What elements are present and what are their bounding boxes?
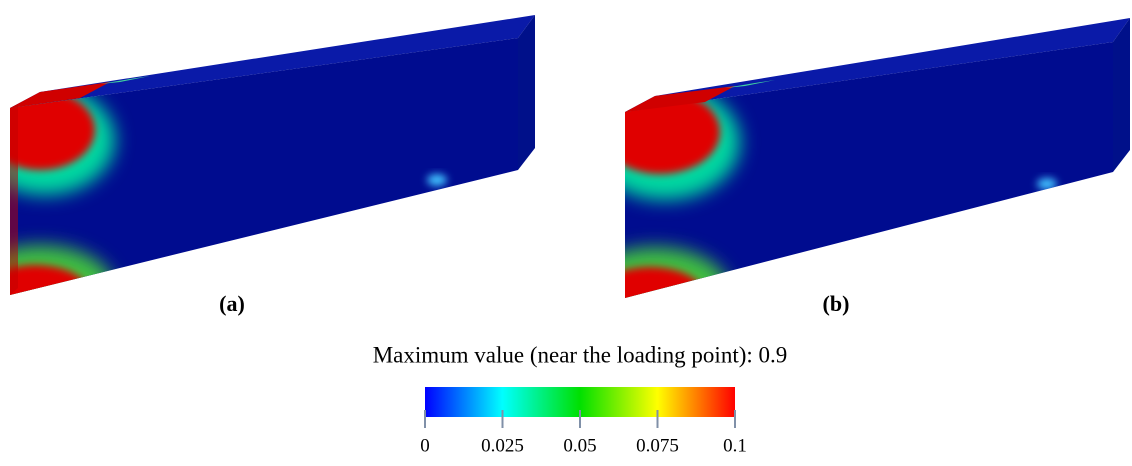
tick-label: 0.025 [481,435,524,456]
panel-label: (b) [823,291,850,316]
panel-label: (a) [219,291,245,316]
tick-label: 0.05 [563,435,596,456]
tick-label: 0.075 [636,435,679,456]
caption: Maximum value (near the loading point): … [373,342,788,367]
tick-label: 0.1 [723,435,747,456]
tick-label: 0 [420,435,430,456]
beam-render [10,15,535,295]
colorbar-ticks: 0 0.025 0.05 0.075 0.1 [420,410,747,456]
beam-render [625,18,1130,298]
